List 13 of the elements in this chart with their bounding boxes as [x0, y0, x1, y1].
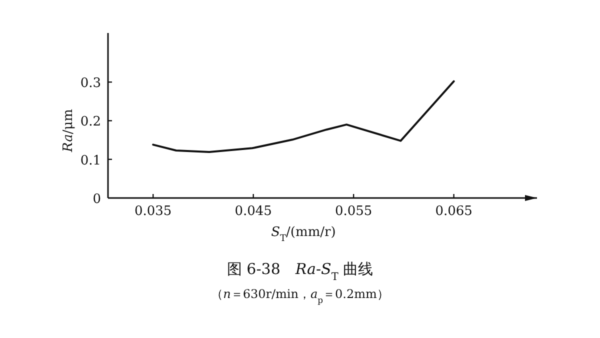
- x-tick-label: 0.055: [334, 204, 372, 219]
- y-tick-label: 0.3: [80, 76, 101, 92]
- y-axis-title: Ra/μm: [61, 109, 76, 153]
- y-tick-label: 0.1: [80, 153, 101, 168]
- text: （n＝630r/min，a$_{p}$＝0.2mm）: [211, 287, 389, 305]
- y-tick-label: 0: [92, 192, 101, 207]
- y-tick-label: 0.2: [80, 114, 101, 130]
- x-tick-label: 0.035: [134, 204, 172, 219]
- x-axis-title: S$_{T}$/(mm/r): [271, 225, 336, 244]
- line-series: [152, 80, 455, 154]
- x-tick-label: 0.045: [234, 204, 272, 219]
- x-tick-label: 0.065: [435, 204, 472, 219]
- text: 图 6-38 Ra-S$_{T}$ 曲线: [226, 260, 374, 283]
